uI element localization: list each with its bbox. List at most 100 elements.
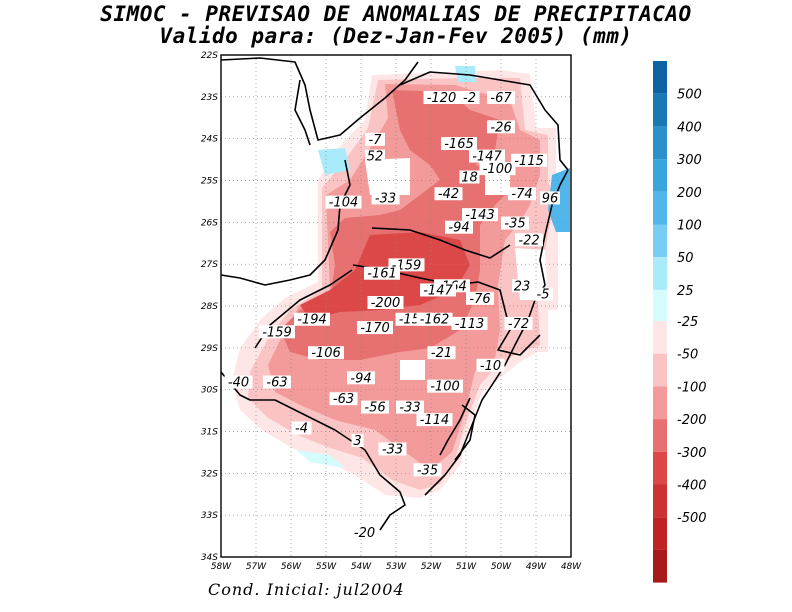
value-label-bg [224,375,253,389]
value-label-bg [515,233,543,247]
border-paraguay-brazil [221,57,419,141]
value-label-bg [487,120,515,134]
anomaly-value-label: -104 [329,196,359,211]
lat-tick-label: 32S [201,469,218,479]
colorbar-label: 400 [677,120,702,135]
value-label-bg [413,463,442,477]
anomaly-value-label: -33 [399,401,420,416]
value-label-bg [361,400,389,414]
lon-tick-label: 57W [246,562,267,572]
border-parana-sc [371,227,511,259]
value-label-bg [416,312,453,326]
anomaly-value-label: -67 [490,91,512,106]
lon-tick-label: 54W [351,562,372,572]
anomaly-value-label: -63 [333,392,354,407]
lat-tick-label: 24S [201,135,218,145]
anomaly-value-label: -147 [423,283,453,298]
value-label-bg [371,191,400,205]
anomaly-value-label: -162 [420,313,450,328]
anomaly-value-label: 52 [367,150,384,165]
lon-tick-label: 53W [386,562,407,572]
value-label-bg [512,279,532,293]
colorbar-label: -50 [677,348,698,363]
map-frame [220,54,572,558]
lat-tick-label: 23S [201,93,218,103]
value-label-bg [325,195,362,209]
colorbar-label: 200 [677,186,702,201]
lat-tick-label: 22S [201,51,218,61]
lon-tick-label: 55W [316,562,337,572]
value-label-bg [466,291,494,305]
colorbar-label: -200 [677,413,707,428]
lon-tick-label: 49W [526,562,547,572]
anomaly-value-label: 3 [353,434,361,449]
value-label-bg [501,216,529,230]
value-label-bg [434,187,463,201]
lon-tick-label: 50W [491,562,512,572]
anomaly-value-label: -120 [427,91,457,106]
value-label-bg [479,162,516,176]
value-label-bg [441,137,477,151]
anomaly-value-label: -114 [420,413,450,428]
anomaly-value-label: -161 [367,267,397,282]
anomaly-value-label: -33 [375,191,396,206]
value-label-bg [423,91,460,105]
anomaly-value-label: 23 [514,279,531,294]
colorbar-label: 50 [677,251,694,266]
anomaly-value-label: -35 [504,217,525,232]
neutral-patch-2 [485,170,510,195]
value-label-bg [504,316,533,330]
colorbar-swatch [653,257,667,290]
colorbar-swatch [653,93,667,127]
coastline [424,169,569,496]
title-line-2: Valido para: (Dez-Jan-Fev 2005) (mm) [159,24,633,48]
anomaly-value-label: 96 [542,191,559,206]
value-label-bg [469,149,505,163]
border-sp-pr [399,71,569,171]
value-label-bg [365,132,385,146]
anomaly-value-label: -76 [469,292,490,307]
value-label-bg [396,400,424,414]
colorbar-label: -100 [677,380,707,395]
anomaly-value-label: -42 [438,187,459,202]
anomaly-value-label: -40 [228,375,249,390]
lat-tick-label: 34S [201,553,218,563]
value-label-bg [308,346,344,360]
value-label-bg [367,296,404,309]
value-label-bg [427,379,463,393]
colorbar-label: -300 [677,446,707,461]
anomaly-value-label: -10 [480,359,501,374]
anomaly-value-label: -159 [262,325,292,340]
colorbar: 500 400 300 200 100 50 25 -25 -50 -100 -200 -300 -40… [653,61,707,583]
anomaly-value-label: -35 [417,463,438,478]
colorbar-swatch [653,419,667,452]
anomaly-value-label: -63 [266,375,287,390]
anomaly-value-label: -94 [448,221,469,236]
lat-tick-label: 28S [201,302,218,312]
value-label-bg [508,187,536,201]
lon-tick-label: 58W [211,562,232,572]
anomaly-value-label: -4 [295,422,308,437]
value-label-bg [533,287,553,301]
colorbar-label: 500 [677,88,702,103]
colorbar-swatch [653,159,667,192]
lon-tick-label: 52W [421,562,442,572]
positive-patch-sw [296,450,345,468]
value-label-bg [350,526,379,540]
lon-tick-label: 51W [456,562,477,572]
colorbar-swatch [653,517,667,550]
colorbar-swatch [653,191,667,225]
anomaly-value-label: -100 [430,380,460,395]
value-label-bg [357,321,393,335]
anomaly-value-label: -20 [354,526,375,541]
value-label-bg [259,325,295,339]
lat-tick-label: 27S [201,260,218,270]
axis-ticks: 58W 57W 56W 55W 54W 53W 52W 51W 50W 49W 48W 22S 23S 2… [201,51,582,572]
value-label-bg [263,375,291,389]
value-label-bg [351,434,364,448]
anomaly-value-label: -113 [455,317,485,332]
anomaly-value-label: -26 [490,120,511,135]
value-label-bg [451,316,488,330]
value-label-bg [294,312,330,326]
